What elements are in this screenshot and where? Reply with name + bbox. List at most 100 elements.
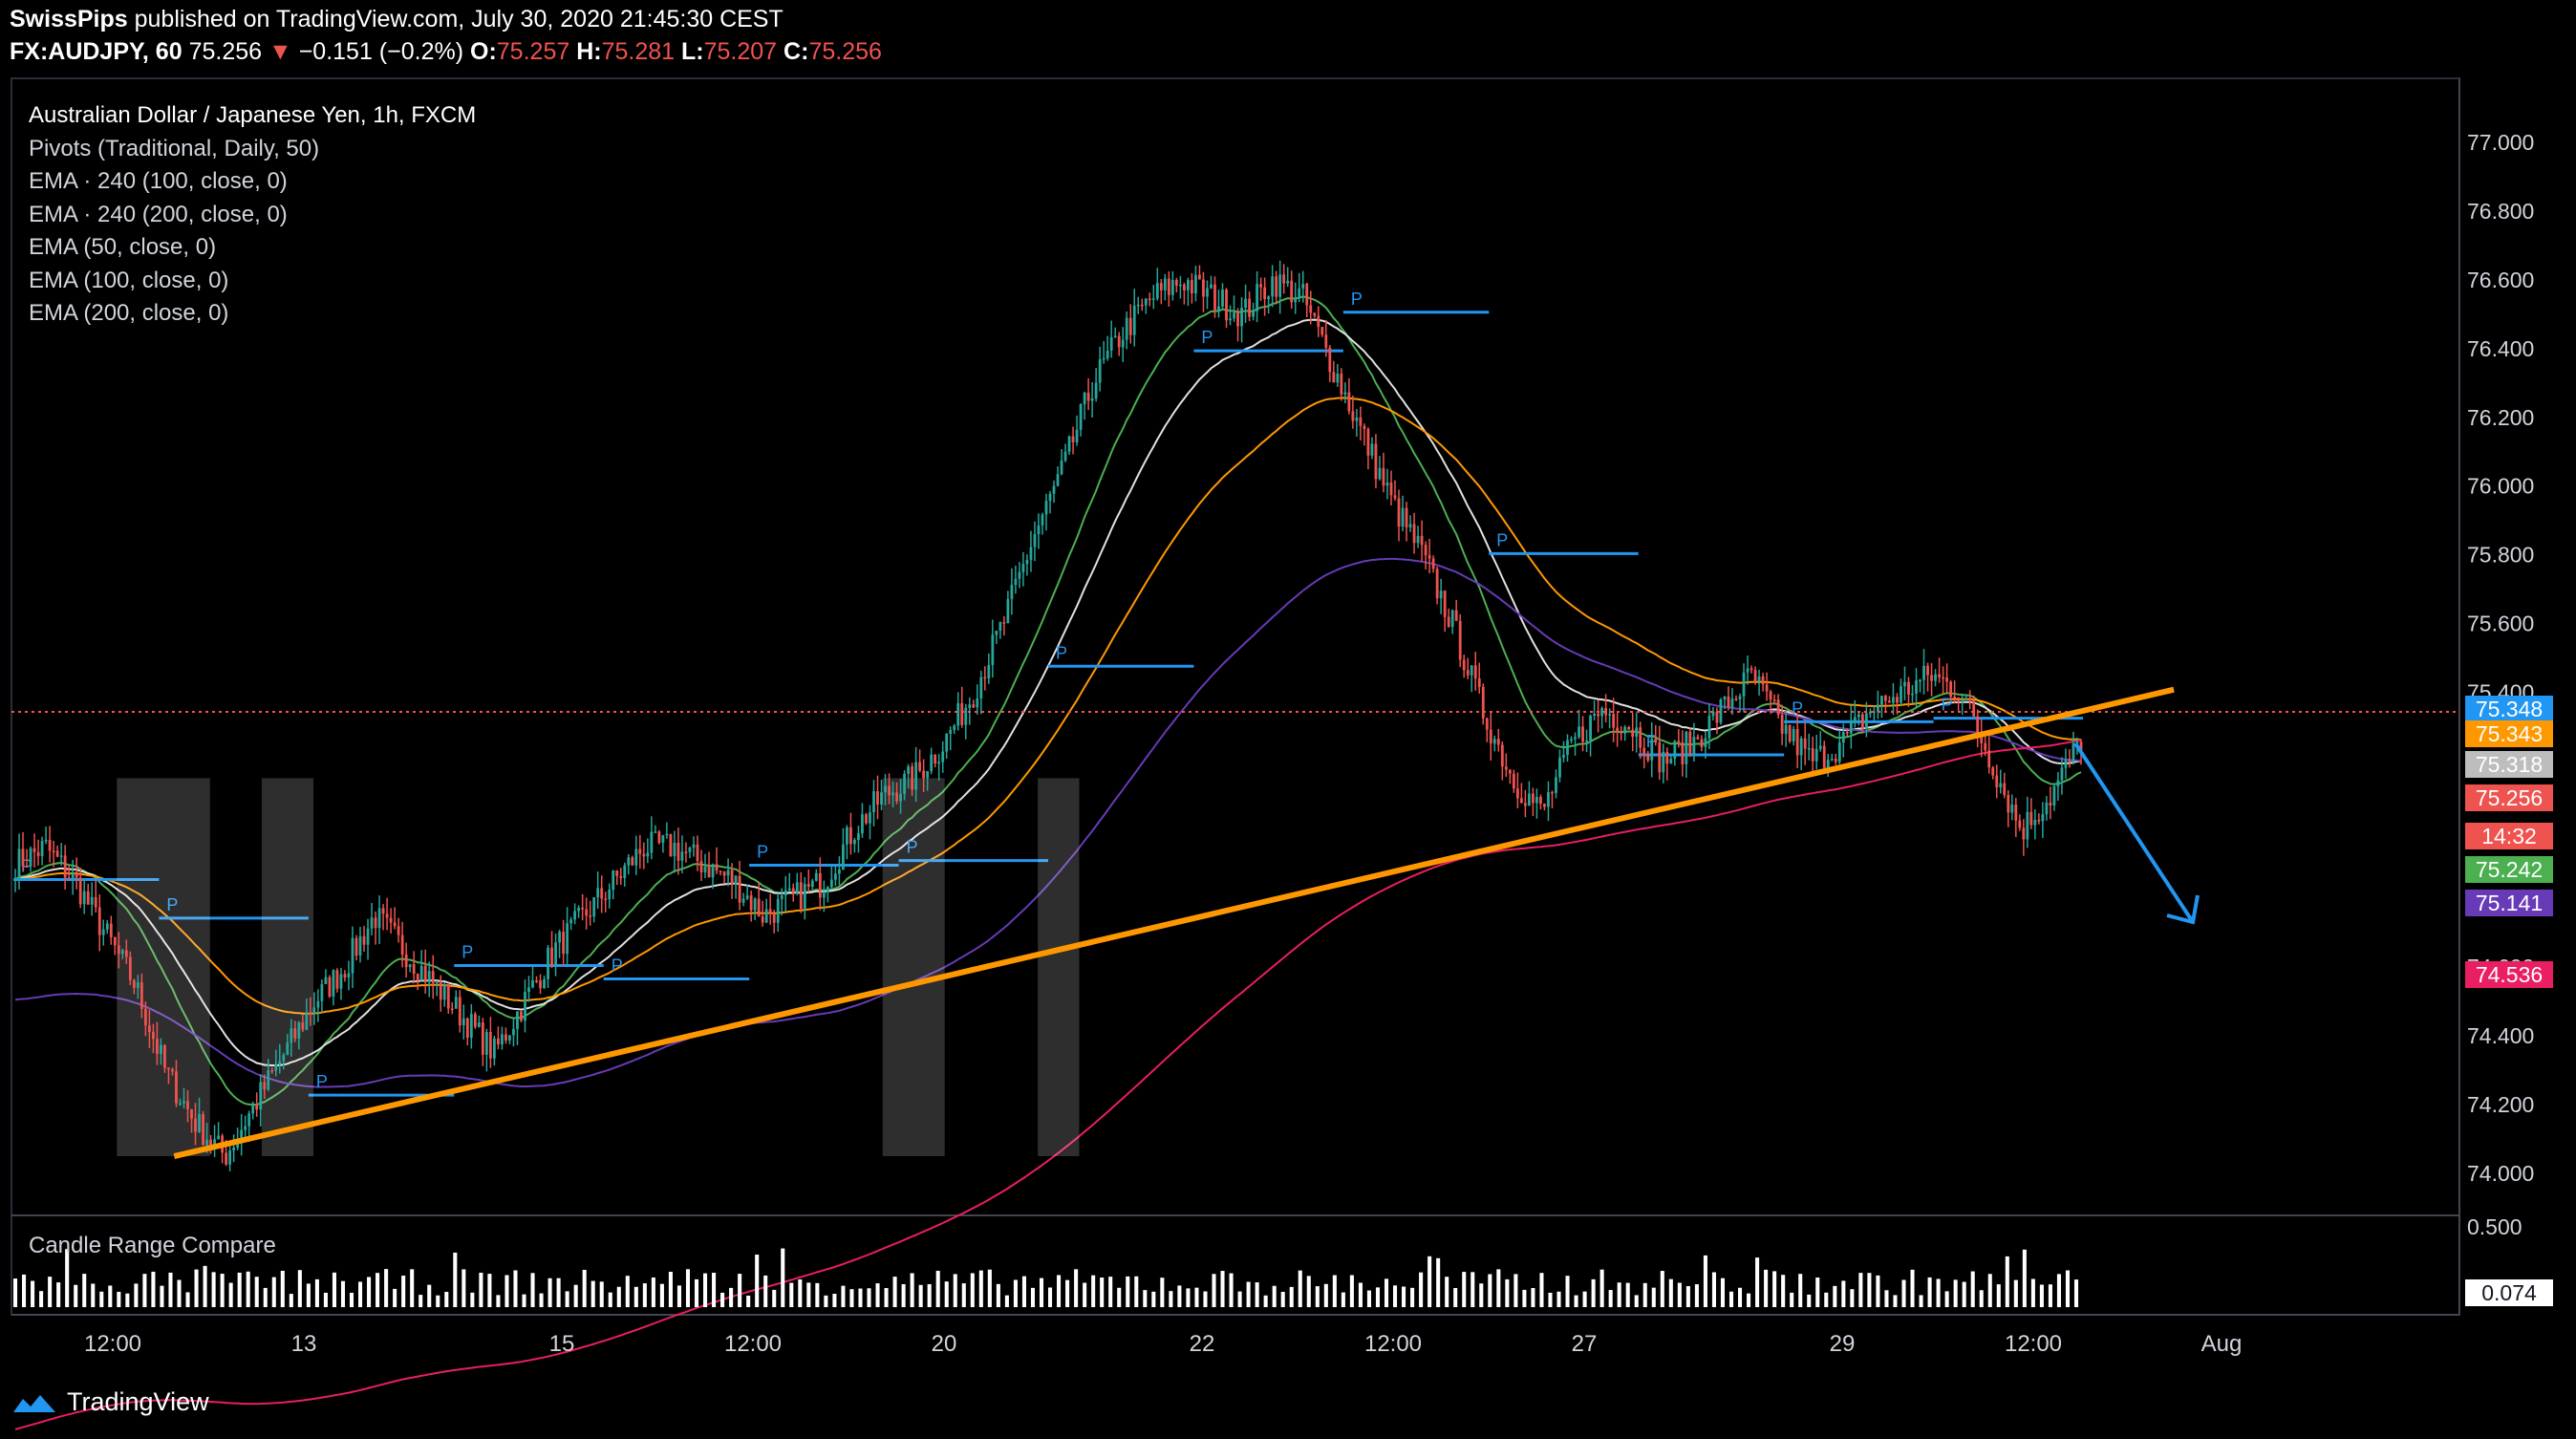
- candle-body: [1170, 279, 1174, 295]
- candle-body: [1128, 317, 1132, 335]
- candle-body: [581, 908, 585, 910]
- range-bar: [323, 1292, 328, 1307]
- candle-body: [305, 1012, 309, 1030]
- candle-body: [1225, 290, 1228, 321]
- legend-pivots[interactable]: Pivots (Traditional, Daily, 50): [29, 135, 320, 161]
- down-arrow-icon: ▼: [268, 38, 292, 65]
- legend-ema50[interactable]: EMA (50, close, 0): [29, 234, 217, 260]
- candle-body: [1067, 436, 1071, 452]
- candle-body: [976, 698, 979, 708]
- range-bar: [1651, 1287, 1656, 1307]
- range-bar: [1065, 1279, 1070, 1307]
- candle-body: [573, 911, 577, 920]
- candle-body: [719, 870, 722, 872]
- candle-body: [381, 908, 385, 914]
- range-bar: [1772, 1271, 1777, 1307]
- range-bar: [547, 1278, 552, 1307]
- candle-body: [1539, 796, 1542, 805]
- range-bar: [254, 1277, 259, 1307]
- candle-body: [179, 1103, 182, 1106]
- candle-body: [730, 870, 734, 885]
- candle-body: [1926, 665, 1929, 676]
- range-bar: [2005, 1256, 2009, 1307]
- legend-ema240-200[interactable]: EMA · 240 (200, close, 0): [29, 201, 288, 227]
- candle-body: [1704, 738, 1707, 747]
- candle-body: [1014, 578, 1018, 586]
- candle-body: [1900, 686, 1902, 703]
- publisher-name[interactable]: SwissPips: [10, 6, 128, 32]
- candle-body: [699, 861, 703, 872]
- candle-body: [631, 857, 634, 866]
- candle-body: [1834, 759, 1837, 762]
- price-tag: 75.141: [2465, 890, 2553, 916]
- candle-body: [1435, 569, 1439, 599]
- low-label: L:: [681, 38, 704, 65]
- candle-body: [140, 981, 143, 1009]
- candle-body: [1562, 754, 1565, 758]
- candle-body: [1090, 397, 1094, 401]
- tradingview-logo[interactable]: TradingView: [10, 1387, 209, 1417]
- legend-symbol[interactable]: Australian Dollar / Japanese Yen, 1h, FX…: [29, 102, 477, 128]
- candle-body: [217, 1135, 220, 1140]
- indicator-title[interactable]: Candle Range Compare: [29, 1233, 276, 1258]
- candle-body: [512, 1028, 515, 1036]
- candle-body: [1896, 697, 1899, 703]
- candle-body: [1780, 715, 1784, 734]
- candle-body: [1803, 738, 1807, 749]
- range-bar: [56, 1282, 61, 1307]
- range-bar: [1884, 1290, 1889, 1307]
- candle-body: [2007, 795, 2010, 813]
- pivot-label: P: [1351, 290, 1363, 309]
- candle-body: [1481, 686, 1485, 719]
- range-bar: [1901, 1279, 1906, 1307]
- range-bar: [1970, 1271, 1975, 1307]
- range-bar: [82, 1274, 87, 1307]
- candle-body: [63, 855, 67, 878]
- range-bar: [1936, 1278, 1941, 1307]
- candle-body: [1646, 754, 1650, 761]
- candle-body: [1930, 675, 1933, 681]
- range-bar: [1194, 1287, 1199, 1307]
- indicator-value-tag: 0.074: [2465, 1279, 2553, 1306]
- candle-body: [1888, 700, 1891, 703]
- range-bar: [530, 1273, 535, 1307]
- range-bar: [1599, 1269, 1604, 1307]
- candle-body: [1029, 547, 1033, 560]
- range-bar: [1048, 1287, 1053, 1307]
- candle-body: [385, 913, 389, 918]
- candle-body: [995, 631, 998, 635]
- candle-body: [787, 888, 791, 891]
- candle-body: [1458, 620, 1462, 660]
- range-bar: [1169, 1291, 1173, 1307]
- range-bar: [961, 1283, 966, 1307]
- range-bar: [1220, 1271, 1225, 1307]
- legend-ema200[interactable]: EMA (200, close, 0): [29, 300, 229, 326]
- candle-body: [1818, 745, 1822, 749]
- candle-body: [1658, 741, 1662, 773]
- candle-body: [1159, 283, 1163, 290]
- range-bar: [1039, 1278, 1044, 1307]
- range-bar: [1979, 1290, 1984, 1307]
- range-bar: [1807, 1294, 1812, 1307]
- candle-body: [1477, 678, 1481, 687]
- range-bar: [1858, 1273, 1863, 1307]
- candle-body: [492, 1038, 496, 1059]
- candle-body: [669, 833, 673, 857]
- candle-body: [1355, 417, 1359, 421]
- legend-ema100[interactable]: EMA (100, close, 0): [29, 267, 229, 293]
- range-bar: [1203, 1291, 1208, 1307]
- range-bar: [1462, 1272, 1467, 1307]
- range-bar: [746, 1295, 751, 1307]
- candle-body: [1555, 777, 1557, 793]
- candle-body: [1558, 757, 1561, 778]
- candle-body: [1795, 729, 1799, 756]
- candle-body: [1144, 298, 1148, 306]
- range-bar: [1436, 1257, 1441, 1307]
- candle-body: [1336, 374, 1340, 383]
- candle-body: [1807, 747, 1811, 750]
- legend-ema240-100[interactable]: EMA · 240 (100, close, 0): [29, 168, 288, 194]
- candle-body: [842, 844, 845, 870]
- candle-body: [1439, 591, 1443, 599]
- range-bar: [479, 1272, 483, 1307]
